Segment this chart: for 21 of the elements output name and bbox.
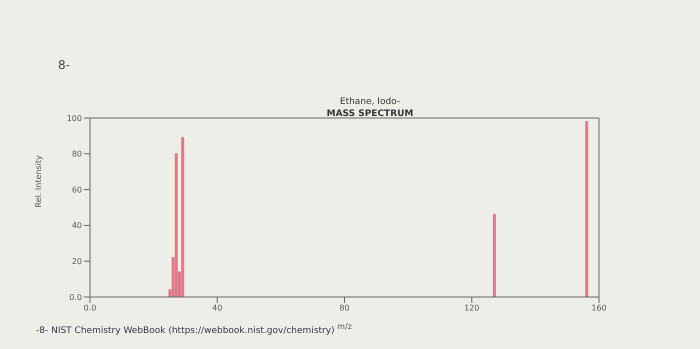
bar	[174, 153, 178, 297]
bar	[585, 121, 588, 297]
y-tick-label: 20	[72, 257, 82, 266]
text: 8-	[58, 58, 70, 72]
x-tick-label: 160	[591, 304, 607, 313]
text: -8- NIST Chemistry WebBook (https://webbook.nist.gov/chemistry)	[36, 326, 335, 336]
y-axis-title: Rel. Intensity	[34, 154, 43, 208]
y-tick-label: 0.0	[69, 292, 82, 302]
x-axis-title: m/z	[337, 322, 352, 331]
chart-subtitle: MASS SPECTRUM	[326, 108, 414, 120]
y-tick-label: 80	[72, 150, 82, 159]
x-tick-label: 80	[339, 304, 350, 313]
x-tick-label: 120	[464, 304, 480, 313]
x-tick-label: 0.0	[84, 304, 96, 313]
x-tick-label: 40	[212, 304, 222, 313]
y-tick-label: 40	[72, 221, 82, 230]
bar	[492, 214, 496, 297]
y-tick-label: 60	[72, 185, 82, 194]
chart-title: Ethane, Iodo-	[338, 96, 402, 108]
bar	[181, 137, 184, 297]
y-tick-label: 100	[66, 114, 82, 123]
